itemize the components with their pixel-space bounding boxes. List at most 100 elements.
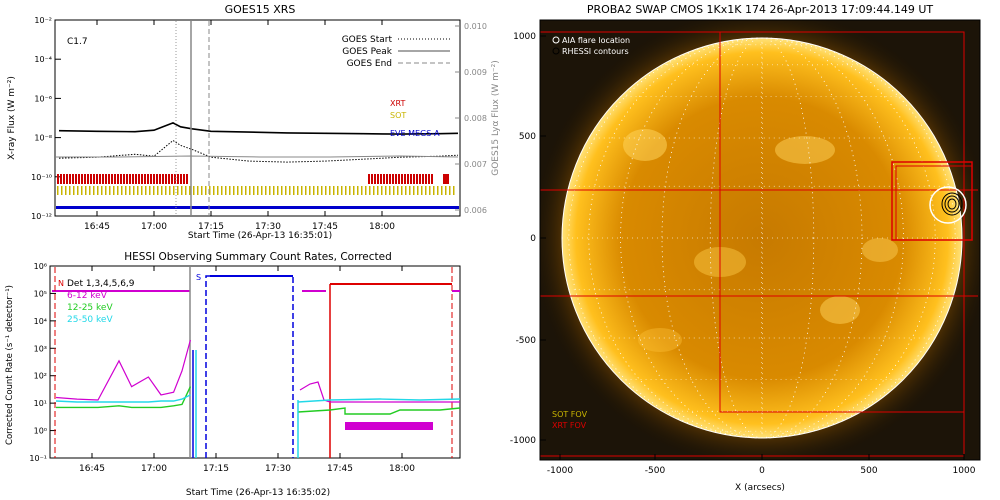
goes-sot-bar: [413, 186, 415, 195]
goes-xrt-bar: [431, 174, 433, 184]
goes-xrt-bar: [401, 174, 403, 184]
hessi-y-tick-label: 10⁰: [34, 427, 47, 436]
goes-xrt-bar: [138, 174, 140, 184]
swap-x-tick-label: 1000: [953, 466, 976, 476]
goes-sot-bar: [189, 186, 191, 195]
goes-xrt-bar: [419, 174, 421, 184]
goes-xrt-bar: [177, 174, 179, 184]
goes-xrt-bar: [102, 174, 104, 184]
goes-xrt-label: XRT: [390, 99, 405, 108]
goes-xrt-bar: [75, 174, 77, 184]
goes-xrt-bar: [180, 174, 182, 184]
goes-sot-bar: [257, 186, 259, 195]
swap-aia-flare-marker: [929, 186, 967, 224]
goes-sot-bar: [125, 186, 127, 195]
goes-sot-bar: [217, 186, 219, 195]
goes-xrt-bar: [377, 174, 379, 184]
goes-sot-bar: [441, 186, 443, 195]
hessi-x-tick-label: 16:45: [79, 464, 105, 474]
goes-xrt-bar: [443, 174, 449, 184]
hessi-plot-frame: [49, 265, 461, 459]
hessi-post-25-50: [297, 398, 461, 403]
goes-eve-bar: [56, 206, 459, 209]
goes-xrt-bar: [135, 174, 137, 184]
swap-region-b: [775, 136, 835, 164]
hessi-legend-6-12: 6-12 keV: [67, 291, 108, 301]
hessi-title: HESSI Observing Summary Count Rates, Cor…: [124, 251, 392, 263]
goes-sot-bar: [357, 186, 359, 195]
goes-sot-bar: [177, 186, 179, 195]
goes-class-label: C1.7: [67, 37, 88, 47]
goes-sot-bar: [285, 186, 287, 195]
goes-sot-bar: [409, 186, 411, 195]
goes-xrt-bar: [150, 174, 152, 184]
goes-sot-bar: [313, 186, 315, 195]
goes-sot-bar: [141, 186, 143, 195]
goes-sot-bar: [185, 186, 187, 195]
goes-xrt-bar: [386, 174, 388, 184]
goes-sot-bar: [281, 186, 283, 195]
goes-y-tick-label: 10⁻⁴: [34, 55, 52, 64]
goes-legend-start: GOES Start: [342, 35, 393, 45]
goes-y-tick-label-right: 0.006: [464, 206, 487, 215]
goes-sot-bar: [133, 186, 135, 195]
goes-xrt-bar: [374, 174, 376, 184]
goes-xrt-bar: [186, 174, 188, 184]
goes-xrt-bar: [183, 174, 185, 184]
goes-sot-bar: [85, 186, 87, 195]
goes-sot-bar: [117, 186, 119, 195]
goes-sot-bar: [325, 186, 327, 195]
goes-y-tick-label: 10⁻²: [34, 16, 52, 25]
goes-sot-bar: [401, 186, 403, 195]
swap-rhessi-contours: [941, 192, 963, 216]
goes-sot-bar: [77, 186, 79, 195]
goes-xlabel: Start Time (26-Apr-13 16:35:01): [188, 231, 332, 241]
goes-sot-bar: [249, 186, 251, 195]
goes-sot-bar: [337, 186, 339, 195]
goes-y-tick-label-right: 0.009: [464, 68, 487, 77]
goes-xrt-bar: [398, 174, 400, 184]
swap-y-tick-label: 0: [530, 234, 536, 244]
goes-sot-bar: [89, 186, 91, 195]
goes-sot-bar: [329, 186, 331, 195]
goes-sot-bar: [137, 186, 139, 195]
hessi-legend-12-25: 12-25 keV: [67, 303, 113, 313]
goes-xrt-bar: [69, 174, 71, 184]
goes-sot-bar: [205, 186, 207, 195]
goes-x-tick-label: 17:15: [198, 222, 224, 232]
goes-xrt-bar: [105, 174, 107, 184]
hessi-count-rate-chart: HESSI Observing Summary Count Rates, Cor…: [5, 251, 461, 498]
goes-sot-bar: [349, 186, 351, 195]
goes-y-tick-label: 10⁻⁸: [34, 134, 52, 143]
goes-sot-bar: [261, 186, 263, 195]
goes-sot-bar: [321, 186, 323, 195]
swap-region-d: [820, 296, 860, 324]
hessi-flag-n: N: [58, 279, 64, 288]
goes-xrt-bar: [162, 174, 164, 184]
goes-xrt-bar: [428, 174, 430, 184]
goes-ylabel: X-ray Flux (W m⁻²): [7, 76, 17, 160]
goes-xrt-bar: [57, 174, 59, 184]
goes-sot-bar: [129, 186, 131, 195]
goes-sot-bar: [61, 186, 63, 195]
goes-title: GOES15 XRS: [225, 3, 296, 16]
goes-sot-bar: [253, 186, 255, 195]
goes-sot-bar: [93, 186, 95, 195]
goes-xrt-bar: [111, 174, 113, 184]
goes-sot-bar: [81, 186, 83, 195]
goes-sot-bar: [153, 186, 155, 195]
hessi-x-tick-label: 17:30: [265, 464, 291, 474]
goes-sot-bar: [181, 186, 183, 195]
goes-sot-bar: [293, 186, 295, 195]
goes-xrt-bar: [120, 174, 122, 184]
hessi-ylabel: Corrected Count Rate (s⁻¹ detector⁻¹): [5, 285, 15, 445]
swap-sun-group: [540, 20, 980, 460]
goes-sot-bar: [225, 186, 227, 195]
swap-tick-layer: -1000 -500 0 500 1000 -1000 -500 0 500 1000: [510, 32, 976, 476]
goes-xrt-bar: [84, 174, 86, 184]
swap-legend-rhessi-symbol: [552, 47, 560, 55]
swap-legend-rhessi: RHESSI contours: [562, 47, 629, 56]
goes-legend-end: GOES End: [347, 59, 392, 69]
goes-sot-bar: [245, 186, 247, 195]
goes-sot-bar: [309, 186, 311, 195]
